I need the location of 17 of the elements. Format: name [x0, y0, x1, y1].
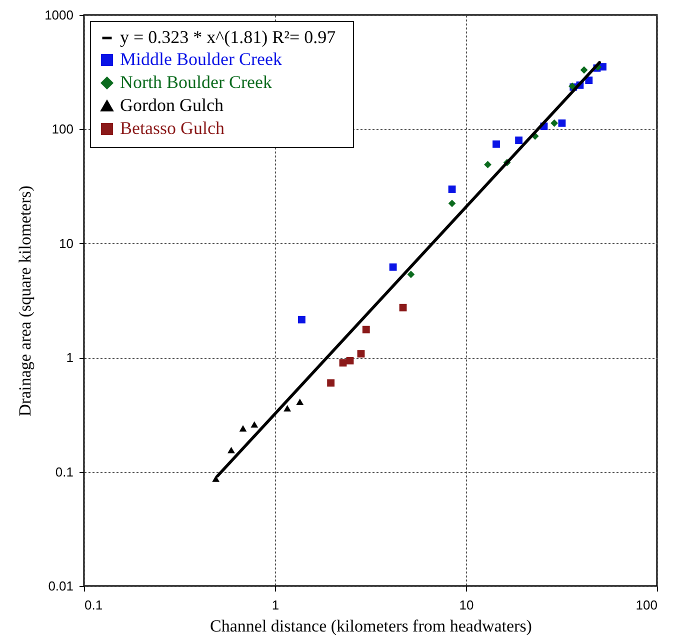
legend-label: North Boulder Creek — [120, 72, 272, 92]
y-tick-label: 1 — [66, 350, 74, 366]
legend-label: Gordon Gulch — [120, 95, 224, 115]
legend-label: Betasso Gulch — [120, 118, 224, 138]
y-tick-label: 10 — [59, 236, 74, 251]
x-tick-label: 0.1 — [84, 598, 103, 612]
x-tick-label: 10 — [459, 598, 474, 612]
legend-label: Middle Boulder Creek — [120, 49, 282, 69]
y-tick-label: 1000 — [44, 8, 74, 22]
y-axis-title: Drainage area (square kilometers) — [16, 186, 35, 416]
legend-label: y = 0.323 * x^(1.81) R²= 0.97 — [120, 27, 336, 47]
y-tick-label: 0.1 — [55, 464, 74, 480]
x-tick-label: 100 — [636, 598, 658, 612]
y-tick-label: 0.01 — [48, 578, 74, 594]
x-tick-label: 1 — [272, 598, 280, 612]
y-tick-label: 100 — [52, 122, 74, 137]
x-axis-title: Channel distance (kilometers from headwaters) — [210, 616, 532, 636]
